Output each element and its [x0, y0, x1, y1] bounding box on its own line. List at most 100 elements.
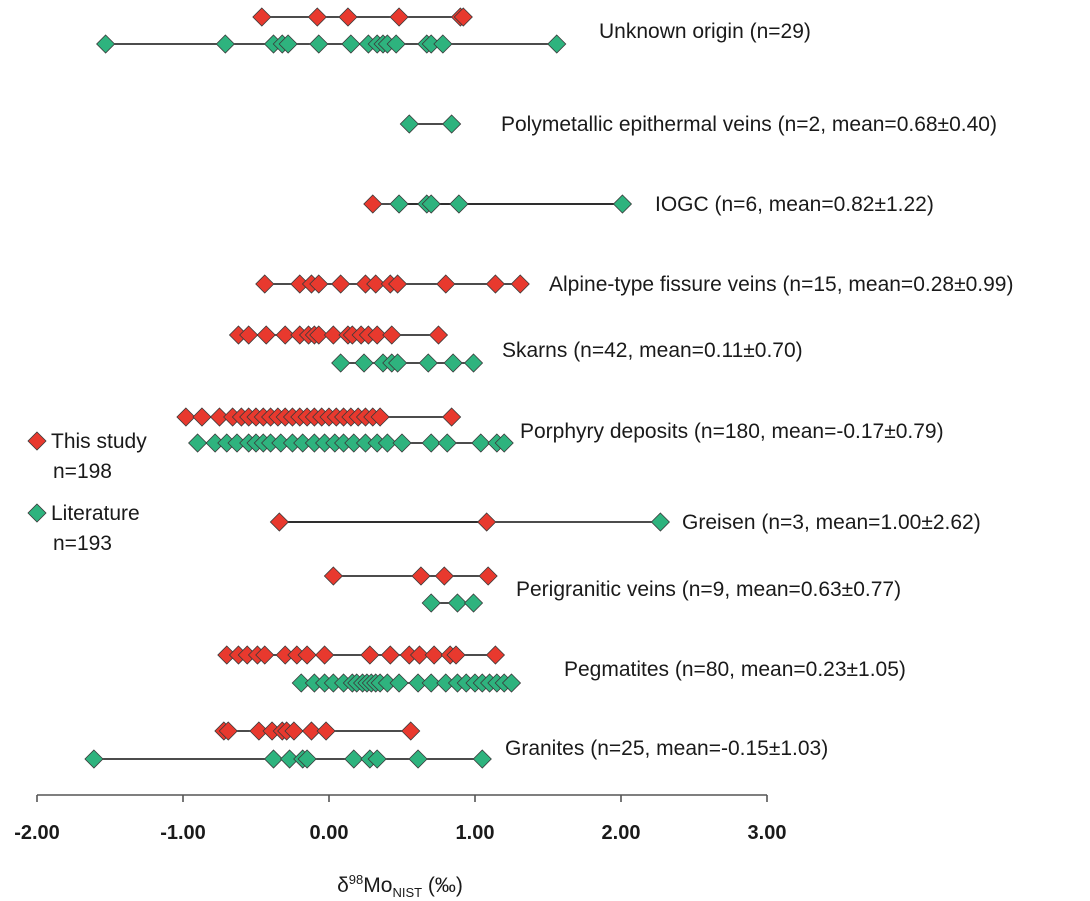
group-label-4: Skarns (n=42, mean=0.11±0.70) [502, 339, 803, 362]
x-tick-label-0: -2.00 [14, 822, 60, 844]
literature-point-9-8 [408, 749, 428, 769]
this-study-point-3-11 [510, 274, 530, 294]
literature-point-4-0 [331, 353, 351, 373]
x-tick-label-3: 1.00 [456, 822, 495, 844]
this-study-point-5-2 [209, 407, 230, 427]
this-study-point-8-12 [409, 645, 430, 665]
this-study-point-9-1 [218, 721, 238, 741]
literature-point-2-3 [449, 194, 469, 214]
this-study-point-6-1 [477, 512, 497, 532]
literature-point-0-11 [386, 34, 406, 54]
group-label-6: Greisen (n=3, mean=1.00±2.62) [682, 511, 981, 534]
this-study-point-3-0 [255, 274, 275, 294]
this-study-point-5-0 [176, 407, 196, 427]
literature-point-9-7 [367, 749, 387, 769]
this-study-point-5-1 [192, 407, 212, 427]
group-label-8: Pegmatites (n=80, mean=0.23±1.05) [564, 658, 906, 681]
x-tick-label-5: 3.00 [748, 822, 787, 844]
this-study-point-8-9 [360, 645, 380, 665]
literature-point-1-1 [442, 114, 462, 134]
this-study-point-0-1 [307, 7, 327, 27]
literature-point-5-24 [494, 433, 514, 453]
x-axis: -2.00 -1.00 0.00 1.00 2.00 3.00 [14, 794, 787, 844]
literature-point-4-6 [443, 353, 463, 373]
literature-point-9-1 [263, 749, 284, 769]
this-study-point-3-8 [388, 274, 408, 294]
group-label-3: Alpine-type fissure veins (n=15, mean=0.… [549, 273, 1013, 296]
literature-point-9-0 [84, 749, 104, 769]
this-study-point-4-8 [323, 325, 343, 345]
this-study-point-0-5 [453, 7, 473, 27]
this-study-point-8-15 [446, 645, 466, 665]
this-study-point-0-2 [338, 7, 358, 27]
this-study-point-7-1 [411, 566, 431, 586]
literature-point-7-0 [421, 593, 441, 613]
this-study-point-4-2 [256, 325, 276, 345]
this-study-point-7-3 [478, 566, 498, 586]
literature-point-9-2 [280, 749, 300, 769]
legend: This study n=198 Literature n=193 [27, 430, 147, 555]
literature-point-8-24 [501, 673, 522, 693]
literature-point-7-2 [463, 593, 484, 613]
legend-marker-this_study [27, 431, 47, 451]
literature-point-5-22 [471, 433, 491, 453]
this-study-point-9-2 [249, 721, 269, 741]
literature-point-0-5 [309, 34, 329, 54]
this-study-point-8-4 [255, 645, 275, 665]
this-study-point-9-8 [316, 721, 336, 741]
this-study-point-4-13 [367, 325, 387, 345]
this-study-point-3-3 [309, 274, 329, 294]
literature-point-2-4 [612, 194, 633, 214]
this-study-point-3-9 [436, 274, 456, 294]
literature-point-9-9 [472, 749, 492, 769]
x-tick-label-2: 0.00 [310, 822, 349, 844]
literature-point-5-0 [188, 433, 208, 453]
this-study-point-8-8 [315, 645, 335, 665]
x-axis-title: δ98MoNIST (‰) [337, 872, 463, 900]
group-labels: Unknown origin (n=29) Polymetallic epithe… [501, 20, 1013, 760]
literature-point-2-0 [389, 194, 409, 214]
this-study-point-4-7 [309, 325, 329, 345]
this-study-point-3-4 [331, 274, 351, 294]
group-label-0: Unknown origin (n=29) [599, 20, 811, 43]
literature-point-0-0 [96, 34, 116, 54]
literature-point-2-2 [421, 194, 441, 214]
this-study-point-9-6 [284, 721, 304, 741]
literature-point-5-21 [437, 433, 457, 453]
literature-point-6-0 [650, 512, 670, 532]
literature-point-0-6 [341, 34, 361, 54]
literature-point-4-5 [418, 353, 438, 373]
group-label-1: Polymetallic epithermal veins (n=2, mean… [501, 113, 997, 136]
literature-point-8-15 [421, 673, 441, 693]
literature-point-0-15 [547, 34, 567, 54]
literature-point-4-7 [463, 353, 484, 373]
this-study-point-3-6 [366, 274, 386, 294]
legend-count-this_study: n=198 [53, 460, 112, 483]
this-study-point-5-23 [370, 407, 390, 427]
this-study-point-8-10 [380, 645, 400, 665]
literature-point-4-1 [354, 353, 374, 373]
literature-point-0-1 [215, 34, 235, 54]
literature-point-1-0 [399, 114, 419, 134]
legend-label-literature: Literature [51, 502, 140, 525]
legend-marker-literature [27, 503, 47, 523]
legend-count-literature: n=193 [53, 532, 112, 555]
group-label-9: Granites (n=25, mean=-0.15±1.03) [505, 737, 828, 760]
this-study-point-9-9 [401, 721, 421, 741]
literature-point-5-19 [392, 433, 412, 453]
this-study-point-7-2 [434, 566, 454, 586]
x-tick-label-1: -1.00 [160, 822, 206, 844]
this-study-point-4-3 [275, 325, 295, 345]
this-study-point-4-1 [239, 325, 259, 345]
x-tick-label-4: 2.00 [602, 822, 641, 844]
this-study-point-3-10 [485, 274, 506, 294]
this-study-point-5-24 [442, 407, 462, 427]
literature-point-7-1 [447, 593, 468, 613]
this-study-point-9-7 [301, 721, 322, 741]
data-markers [84, 7, 670, 769]
this-study-point-4-15 [428, 325, 449, 345]
literature-point-8-13 [389, 673, 409, 693]
this-study-point-0-3 [389, 7, 409, 27]
this-study-point-7-0 [323, 566, 343, 586]
